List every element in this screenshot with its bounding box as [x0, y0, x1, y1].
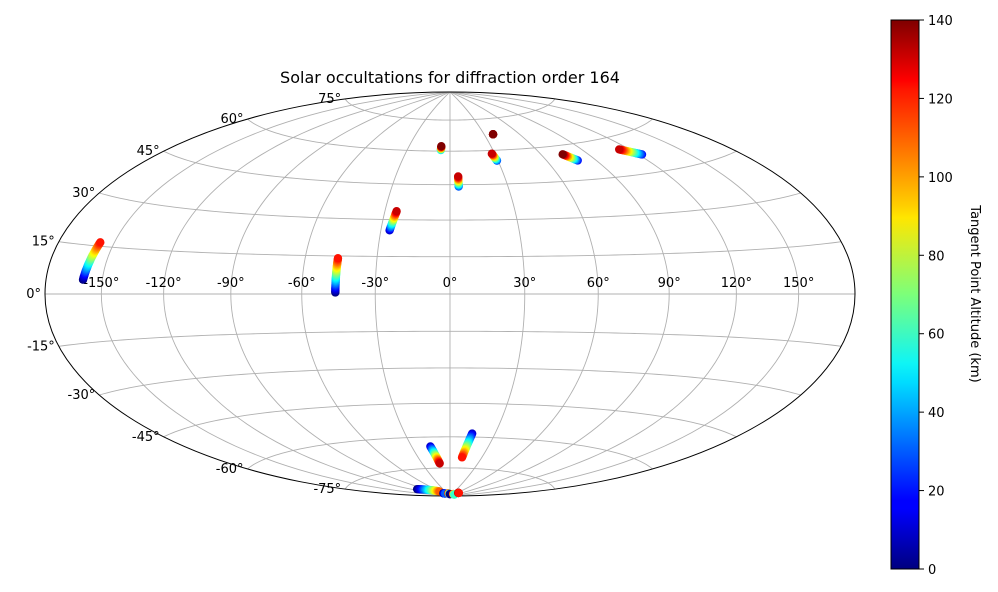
occultation-track [488, 130, 498, 139]
colorbar-tick-label: 100 [928, 171, 953, 186]
latitude-tick-label: 0° [26, 287, 41, 302]
latitude-tick-label: -60° [216, 462, 244, 477]
longitude-gridline [301, 92, 451, 496]
colorbar-gradient [890, 19, 920, 570]
longitude-tick-label: -120° [146, 276, 182, 291]
occultation-point [454, 488, 464, 498]
longitude-gridline [230, 92, 451, 496]
colorbar-tick-label: 80 [928, 249, 945, 264]
longitude-gridline [449, 92, 737, 496]
occultation-point [558, 150, 567, 159]
occultation-point [96, 238, 105, 247]
occultation-track [78, 238, 105, 284]
colorbar-tick-label: 40 [928, 406, 945, 421]
occultation-track [614, 145, 647, 159]
occultation-point [487, 149, 497, 158]
latitude-tick-label: 45° [137, 144, 160, 159]
occultation-track [436, 141, 446, 155]
longitude-tick-label: 30° [513, 276, 536, 291]
longitude-tick-label: 90° [658, 276, 681, 291]
latitude-tick-label: 60° [220, 112, 243, 127]
longitude-gridline [163, 92, 451, 496]
longitude-tick-label: 120° [721, 276, 752, 291]
colorbar-tick-label: 120 [928, 92, 953, 107]
occultation-point [614, 145, 624, 154]
occultation-track [453, 488, 464, 498]
colorbar-tick-label: 0 [928, 563, 936, 578]
longitude-tick-label: 60° [587, 276, 610, 291]
latitude-tick-label: -75° [313, 482, 341, 497]
occultation-track [487, 149, 502, 165]
occultation-track [453, 172, 463, 191]
latitude-tick-label: -45° [132, 430, 160, 445]
occultation-point [392, 207, 401, 216]
colorbar-ticks: 0 20 40 60 80 100 120 140 [919, 14, 953, 578]
latitude-tick-label: -15° [27, 339, 55, 354]
colorbar-tick-label: 140 [928, 14, 953, 29]
longitude-gridline [449, 92, 800, 496]
longitude-tick-label: -60° [288, 276, 316, 291]
occultation-point [437, 141, 446, 151]
graticule [45, 92, 855, 496]
latitude-tick-label: 75° [318, 92, 341, 107]
occultation-track [457, 429, 477, 462]
longitude-gridline [449, 92, 670, 496]
occultation-point [453, 172, 463, 181]
colorbar-tick-label: 20 [928, 485, 945, 500]
latitude-tick-label: -30° [68, 388, 96, 403]
occultation-track [385, 207, 401, 235]
occultation-points [78, 130, 647, 499]
latitude-tick-label: 15° [32, 235, 55, 250]
longitude-tick-label: 150° [783, 276, 814, 291]
occultation-track [412, 484, 444, 496]
colorbar-label: Tangent Point Altitude (km) [967, 204, 982, 382]
occultation-track [558, 150, 582, 165]
longitude-tick-label: -30° [361, 276, 389, 291]
longitude-tick-labels: -150° -120° -90° -60° -30° 0° 30° 60° 90° 120° 150… [83, 276, 814, 291]
latitude-tick-label: 30° [72, 186, 95, 201]
longitude-gridline [100, 92, 451, 496]
colorbar: 0 20 40 60 80 100 120 140 Tangent Point Altitud… [890, 14, 982, 578]
occultation-point [333, 254, 343, 263]
occultation-point [435, 459, 444, 468]
latitude-tick-labels: 75° 60° 45° 30° 15° 0° -15° -30° -45° -60° -75° [26, 92, 341, 497]
occultation-track [426, 442, 444, 468]
longitude-tick-label: -150° [83, 276, 119, 291]
longitude-gridline [374, 92, 451, 496]
chart-title: Solar occultations for diffraction order… [280, 68, 620, 87]
longitude-gridline [449, 92, 599, 496]
occultation-point [457, 453, 467, 462]
map-area: -150° -120° -90° -60° -30° 0° 30° 60° 90° 120° 150… [26, 91, 856, 499]
longitude-tick-label: -90° [217, 276, 245, 291]
occultation-track [331, 254, 343, 297]
occultation-point [488, 130, 498, 139]
longitude-tick-label: 0° [443, 276, 458, 291]
colorbar-tick-label: 60 [928, 328, 945, 343]
